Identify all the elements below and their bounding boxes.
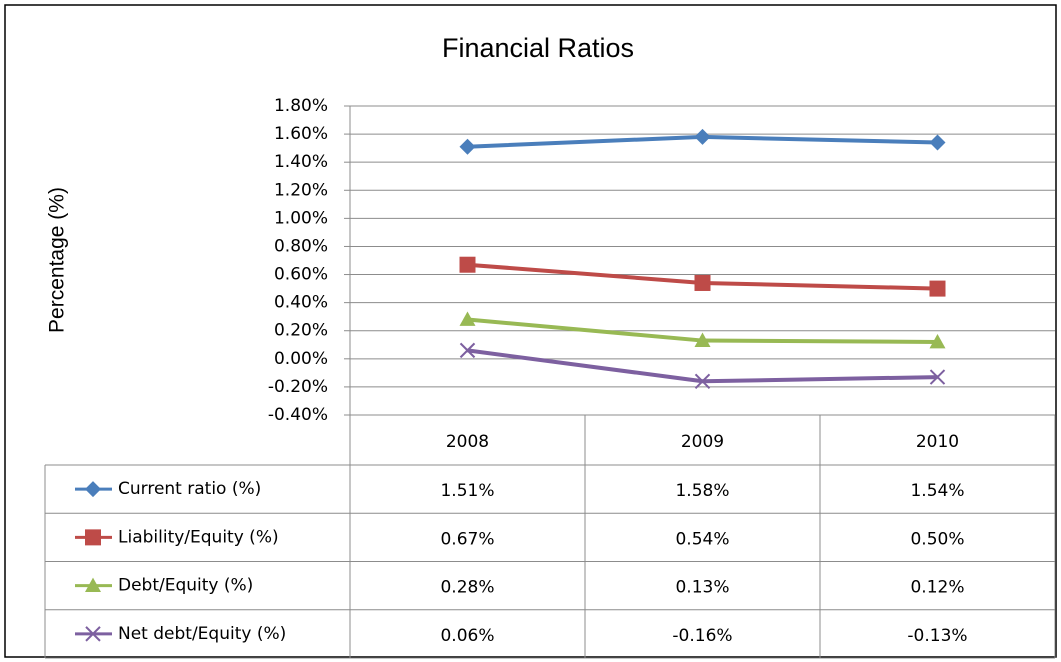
marker xyxy=(459,311,476,326)
y-tick-label: 1.20% xyxy=(274,180,328,200)
table-value: 0.13% xyxy=(675,578,729,598)
legend-label: Debt/Equity (%) xyxy=(118,576,253,596)
y-tick-label: 1.80% xyxy=(274,96,328,116)
marker xyxy=(459,342,476,359)
y-tick-label: -0.40% xyxy=(268,405,328,425)
y-axis-label: Percentage (%) xyxy=(46,187,69,333)
y-tick-label: 1.40% xyxy=(274,152,328,172)
legend-marker xyxy=(85,626,101,642)
marker xyxy=(694,128,711,145)
legend-label: Net debt/Equity (%) xyxy=(118,624,286,644)
marker xyxy=(459,256,476,273)
table-value: 0.67% xyxy=(440,529,494,549)
legend-marker xyxy=(85,577,101,593)
table-value: 1.58% xyxy=(675,481,729,501)
marker xyxy=(694,373,711,389)
marker xyxy=(929,134,946,151)
y-tick-label: -0.20% xyxy=(268,377,328,397)
table-value: 1.51% xyxy=(440,481,494,501)
y-tick-label: 0.00% xyxy=(274,349,328,369)
legend-marker xyxy=(85,529,101,546)
y-tick-label: 1.60% xyxy=(274,124,328,144)
table-value: 0.28% xyxy=(440,578,494,598)
y-tick-label: 1.00% xyxy=(274,208,328,228)
table-value: -0.16% xyxy=(672,626,732,646)
table-value: 0.54% xyxy=(675,529,729,549)
y-tick-label: 0.80% xyxy=(274,236,328,256)
table-value: 0.06% xyxy=(440,626,494,646)
y-tick-label: 0.40% xyxy=(274,293,328,313)
marker xyxy=(459,138,476,155)
x-tick-label: 2008 xyxy=(446,432,489,452)
y-tick-label: 0.20% xyxy=(274,321,328,341)
x-tick-label: 2009 xyxy=(681,432,724,452)
x-tick-label: 2010 xyxy=(916,432,959,452)
legend-label: Liability/Equity (%) xyxy=(118,527,279,547)
chart-title: Financial Ratios xyxy=(442,33,634,63)
table-value: -0.13% xyxy=(907,626,967,646)
marker xyxy=(694,332,711,347)
y-tick-label: 0.60% xyxy=(274,265,328,285)
marker xyxy=(694,274,711,291)
marker xyxy=(929,369,946,385)
legend-label: Current ratio (%) xyxy=(118,479,261,499)
marker xyxy=(929,280,946,297)
table-value: 0.12% xyxy=(910,578,964,598)
table-value: 0.50% xyxy=(910,529,964,549)
marker xyxy=(929,333,946,349)
table-value: 1.54% xyxy=(910,481,964,501)
legend-marker xyxy=(85,481,101,498)
